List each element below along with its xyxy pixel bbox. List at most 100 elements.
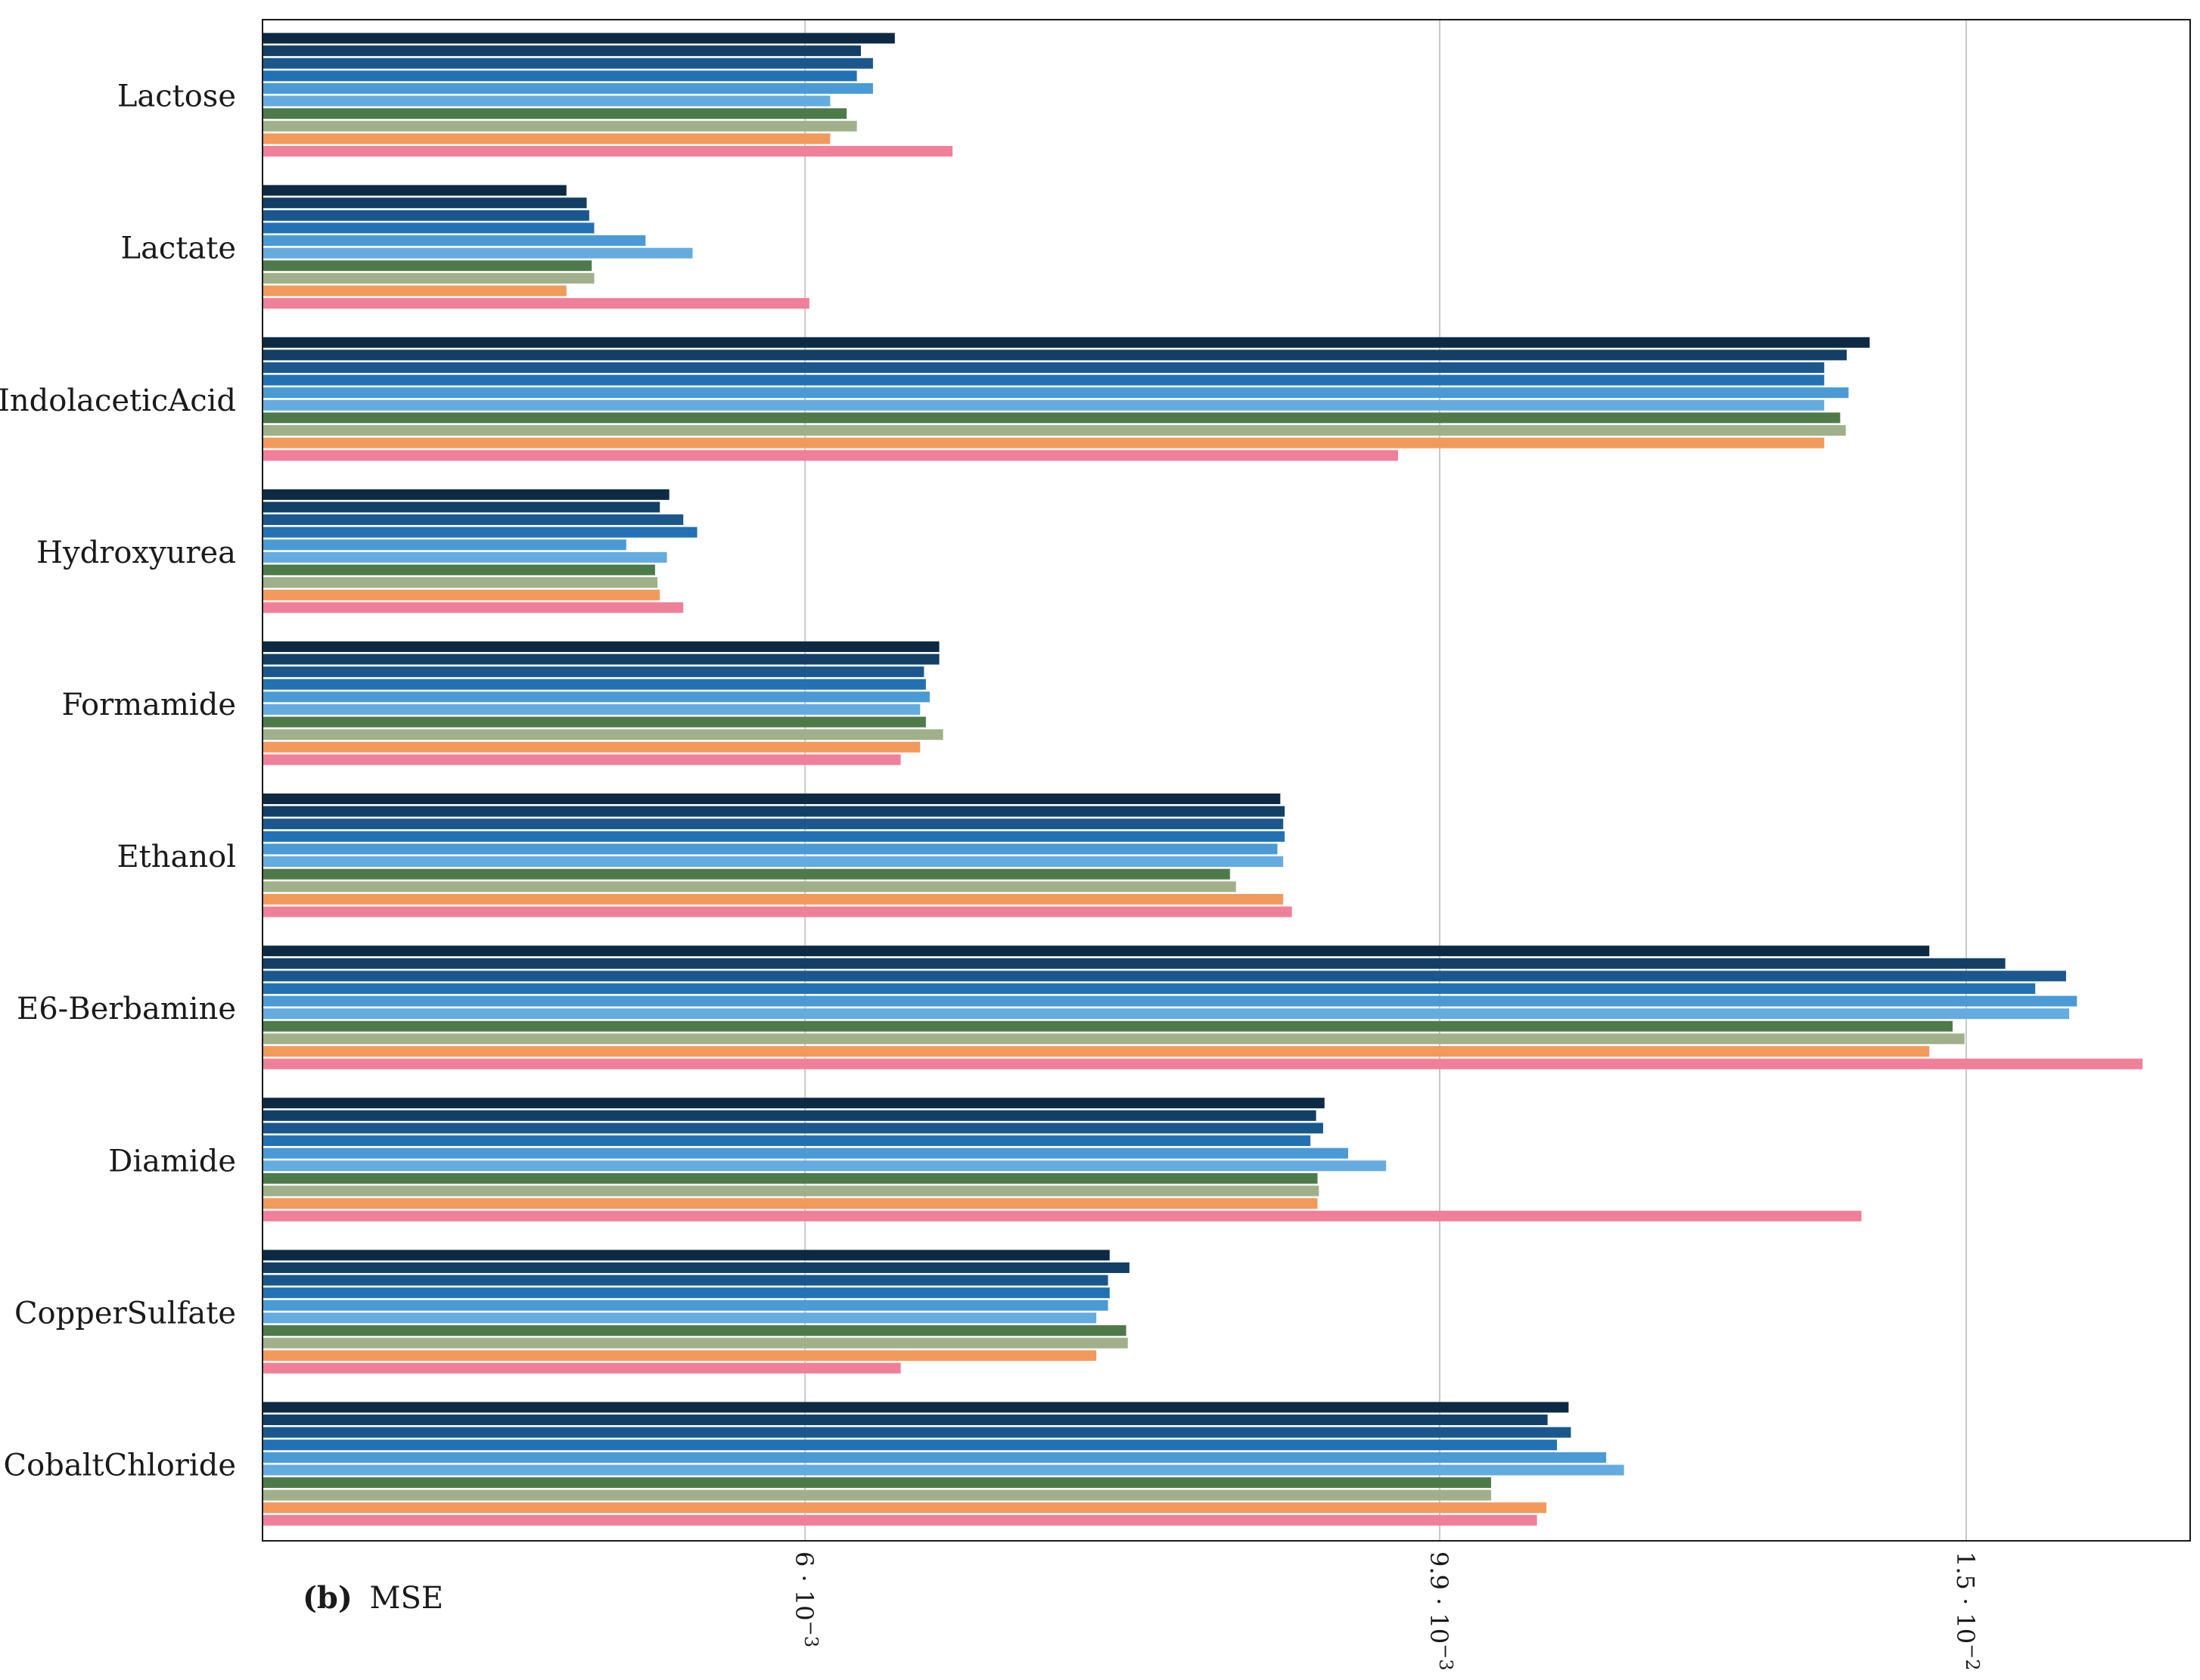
bar-7-6 <box>263 1172 1318 1184</box>
category-label-0: Lactose <box>117 79 236 114</box>
bar-1-1 <box>263 197 587 209</box>
bar-5-4 <box>263 843 1278 855</box>
bar-2-7 <box>263 424 1846 436</box>
bar-6-8 <box>263 1045 1930 1057</box>
category-label-1: Lactate <box>121 231 236 266</box>
bar-4-1 <box>263 654 940 665</box>
bar-7-9 <box>263 1210 1862 1222</box>
bar-8-7 <box>263 1337 1128 1349</box>
bar-3-1 <box>263 502 660 513</box>
bar-3-5 <box>263 551 667 563</box>
bar-9-6 <box>263 1477 1491 1489</box>
bar-2-3 <box>263 374 1825 386</box>
bar-8-2 <box>263 1275 1108 1286</box>
bar-8-8 <box>263 1350 1097 1362</box>
bar-0-5 <box>263 95 831 107</box>
bar-2-4 <box>263 387 1849 399</box>
bar-0-0 <box>263 33 895 44</box>
bar-0-1 <box>263 45 861 57</box>
bar-2-9 <box>263 450 1398 461</box>
x-tick-label-1: 9.9 · 10−3 <box>1425 1551 1456 1671</box>
bar-3-7 <box>263 577 658 588</box>
bar-0-3 <box>263 70 857 82</box>
bar-8-6 <box>263 1324 1126 1336</box>
bar-3-4 <box>263 539 626 551</box>
bar-9-2 <box>263 1427 1571 1438</box>
category-label-4: Formamide <box>61 688 236 722</box>
bar-9-5 <box>263 1464 1624 1476</box>
bar-0-2 <box>263 57 873 69</box>
bar-0-4 <box>263 82 873 94</box>
caption-prefix: (b) <box>303 1580 353 1616</box>
bar-1-8 <box>263 285 567 297</box>
bar-9-8 <box>263 1502 1547 1514</box>
bar-9-0 <box>263 1402 1569 1413</box>
grid-lines <box>804 20 1967 1541</box>
bar-1-9 <box>263 298 809 309</box>
bar-1-2 <box>263 210 589 221</box>
bar-9-4 <box>263 1452 1607 1463</box>
bar-9-3 <box>263 1439 1558 1451</box>
x-tick-label-2: 1.5 · 10−2 <box>1951 1551 1983 1671</box>
bar-6-0 <box>263 946 1930 957</box>
bar-6-6 <box>263 1020 1953 1032</box>
bar-6-5 <box>263 1008 2070 1020</box>
bar-5-1 <box>263 806 1285 817</box>
bar-4-2 <box>263 666 924 678</box>
bar-6-7 <box>263 1033 1965 1045</box>
bar-1-7 <box>263 272 595 284</box>
bar-1-0 <box>263 185 567 196</box>
bar-0-6 <box>263 108 847 120</box>
bar-8-4 <box>263 1300 1108 1311</box>
category-labels: Lactose Lactate IndolaceticAcid Hydroxyurea… <box>0 79 236 1483</box>
bar-4-4 <box>263 691 930 703</box>
bar-3-2 <box>263 514 684 526</box>
bar-0-8 <box>263 133 831 144</box>
bar-5-7 <box>263 881 1236 893</box>
bar-4-8 <box>263 741 921 753</box>
bar-6-4 <box>263 995 2077 1007</box>
plot-frame <box>262 19 2191 1542</box>
category-label-7: Diamide <box>108 1144 236 1178</box>
bars <box>263 33 2143 1526</box>
category-label-2: IndolaceticAcid <box>0 384 236 418</box>
bar-2-1 <box>263 349 1847 361</box>
bar-7-1 <box>263 1110 1316 1121</box>
x-tick-label-0: 6 · 10−3 <box>790 1551 822 1647</box>
bar-5-3 <box>263 831 1285 842</box>
bar-4-9 <box>263 754 901 765</box>
bar-5-9 <box>263 906 1292 918</box>
bar-1-4 <box>263 235 646 247</box>
caption-text: MSE <box>370 1581 444 1616</box>
bar-7-5 <box>263 1160 1387 1172</box>
chart-caption: (b) MSE <box>303 1580 443 1616</box>
bar-2-2 <box>263 362 1825 373</box>
bar-8-0 <box>263 1250 1110 1261</box>
bar-5-0 <box>263 793 1281 805</box>
bar-2-5 <box>263 399 1825 411</box>
bar-7-2 <box>263 1123 1323 1134</box>
bar-7-8 <box>263 1198 1318 1210</box>
bar-8-1 <box>263 1262 1130 1273</box>
bar-9-9 <box>263 1514 1537 1526</box>
bar-9-7 <box>263 1489 1491 1501</box>
bar-4-0 <box>263 641 940 652</box>
category-label-3: Hydroxyurea <box>36 536 236 570</box>
category-label-8: CopperSulfate <box>14 1296 236 1331</box>
bar-7-0 <box>263 1098 1325 1109</box>
bar-7-7 <box>263 1185 1319 1197</box>
category-label-5: Ethanol <box>117 840 236 874</box>
bar-1-3 <box>263 222 595 234</box>
category-label-9: CobaltChloride <box>4 1448 236 1483</box>
bar-1-5 <box>263 247 693 259</box>
bar-2-0 <box>263 337 1870 348</box>
bar-7-3 <box>263 1135 1311 1147</box>
bar-6-9 <box>263 1058 2143 1070</box>
bar-2-6 <box>263 412 1841 424</box>
bar-5-5 <box>263 856 1284 868</box>
bar-5-6 <box>263 868 1230 880</box>
bar-5-8 <box>263 893 1284 905</box>
bar-9-1 <box>263 1414 1548 1426</box>
bar-3-0 <box>263 489 670 500</box>
